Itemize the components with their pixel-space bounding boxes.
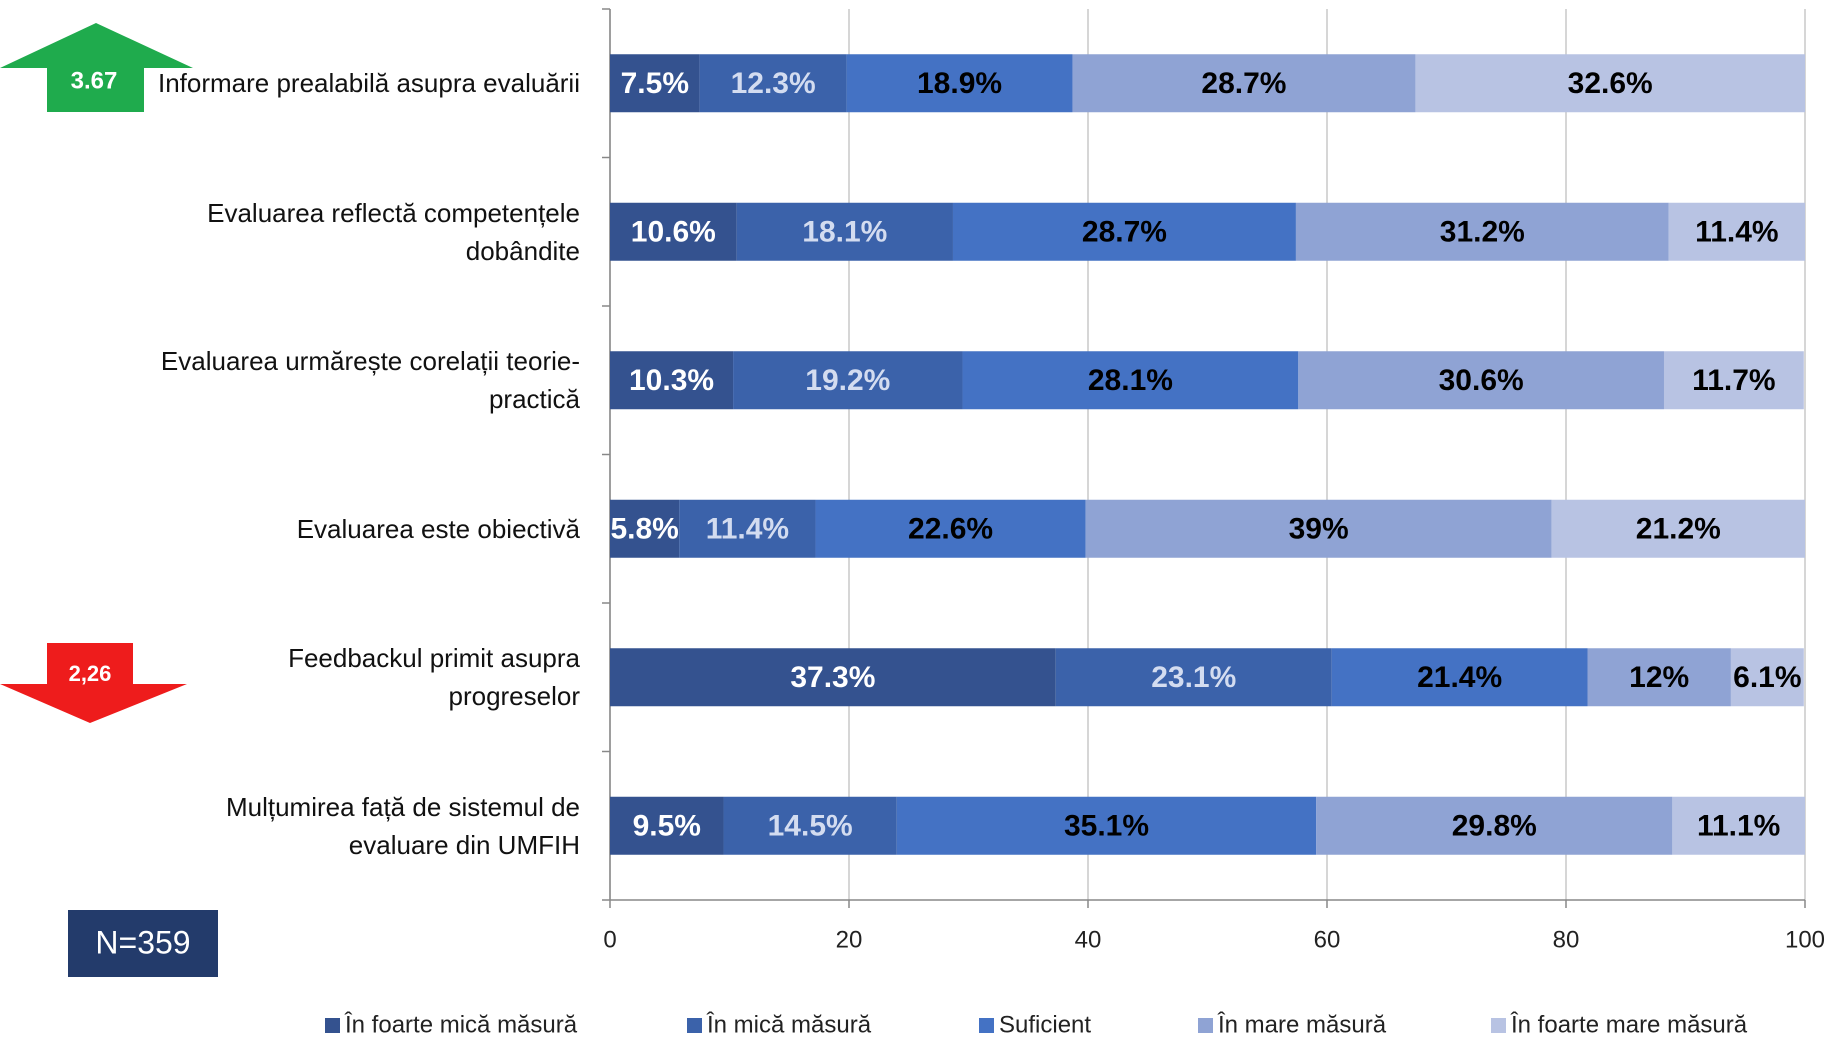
data-label: 7.5% — [621, 67, 689, 100]
data-label: 10.6% — [631, 216, 716, 249]
data-label: 11.1% — [1697, 810, 1780, 843]
legend-label: Suficient — [999, 1011, 1091, 1038]
bar-segment — [610, 351, 734, 410]
x-tick-label: 20 — [836, 926, 863, 953]
data-label: 29.8% — [1452, 810, 1537, 843]
bar-segment — [1298, 351, 1664, 410]
legend-label: În foarte mică măsură — [344, 1011, 578, 1038]
data-label: 28.7% — [1201, 67, 1286, 100]
data-label: 5.8% — [610, 513, 678, 546]
data-label: 28.7% — [1082, 216, 1167, 249]
x-tick-label: 80 — [1553, 926, 1580, 953]
bar-segment — [1072, 54, 1416, 113]
y-tick-label: Informare prealabilă asupra evaluării — [157, 68, 580, 99]
data-label: 30.6% — [1439, 364, 1524, 397]
x-tick-label: 100 — [1785, 926, 1825, 953]
legend-swatch — [1198, 1018, 1213, 1033]
bar-segment — [1672, 796, 1805, 855]
data-label: 14.5% — [768, 810, 853, 843]
data-label: 21.4% — [1417, 661, 1502, 694]
data-label: 35.1% — [1064, 810, 1149, 843]
data-label: 19.2% — [805, 364, 890, 397]
legend-swatch — [687, 1018, 702, 1033]
legend-swatch — [1491, 1018, 1506, 1033]
data-label: 37.3% — [790, 661, 875, 694]
bar-segment — [896, 796, 1317, 855]
data-label: 11.4% — [706, 513, 789, 546]
annotation: N=359 — [95, 924, 190, 960]
data-label: 22.6% — [908, 513, 993, 546]
y-tick-label: Mulțumirea față de sistemul de evaluare … — [225, 791, 580, 860]
data-label: 11.7% — [1692, 364, 1775, 397]
data-label: 31.2% — [1440, 216, 1525, 249]
x-tick-label: 60 — [1314, 926, 1341, 953]
data-label: 21.2% — [1636, 513, 1721, 546]
data-label: 12% — [1629, 661, 1689, 694]
bar-segment — [679, 499, 816, 558]
bar-segment — [723, 796, 897, 855]
bar-segment — [1331, 648, 1588, 707]
data-label: 32.6% — [1568, 67, 1653, 100]
legend-label: În mică măsură — [706, 1011, 872, 1038]
down-arrow — [0, 643, 187, 723]
bar-segment — [1587, 648, 1731, 707]
y-tick-label: Feedbackul primit asupra progreselor — [288, 643, 580, 712]
data-label: 6.1% — [1733, 661, 1801, 694]
bar-segment — [1668, 202, 1805, 261]
bar-segment — [1085, 499, 1552, 558]
bar-segment — [846, 54, 1073, 113]
y-tick-label: Evaluarea reflectă competențele dobândit… — [207, 197, 580, 266]
data-label: 23.1% — [1151, 661, 1236, 694]
bar-segment — [962, 351, 1299, 410]
x-tick-label: 0 — [603, 926, 616, 953]
data-label: 28.1% — [1088, 364, 1173, 397]
bar-segment — [815, 499, 1086, 558]
up-arrow — [0, 23, 193, 112]
bar-segment — [1730, 648, 1804, 707]
bar-segment — [1295, 202, 1669, 261]
data-label: 11.4% — [1695, 216, 1778, 249]
y-tick-label: Evaluarea urmărește corelații teorie-pra… — [160, 346, 580, 415]
bar-segment — [1663, 351, 1804, 410]
legend-label: În mare măsură — [1217, 1011, 1387, 1038]
legend-swatch — [979, 1018, 994, 1033]
bar-segment — [610, 54, 700, 113]
bar-segment — [1551, 499, 1805, 558]
annotation: 2,26 — [69, 661, 112, 686]
bar-segment — [699, 54, 847, 113]
bar-segment — [610, 202, 737, 261]
bar-segment — [952, 202, 1296, 261]
bar-segment — [1415, 54, 1805, 113]
legend-label: În foarte mare măsură — [1510, 1011, 1748, 1038]
data-label: 18.9% — [917, 67, 1002, 100]
y-tick-label: Evaluarea este obiectivă — [296, 513, 580, 544]
data-label: 39% — [1289, 513, 1349, 546]
data-label: 9.5% — [633, 810, 701, 843]
bar-segment — [1316, 796, 1673, 855]
bar-segment — [610, 648, 1056, 707]
bar-segment — [736, 202, 953, 261]
bar-segment — [610, 796, 724, 855]
data-label: 12.3% — [731, 67, 816, 100]
annotation: 3.67 — [71, 67, 118, 94]
data-label: 10.3% — [629, 364, 714, 397]
x-tick-label: 40 — [1075, 926, 1102, 953]
data-label: 18.1% — [802, 216, 887, 249]
bar-segment — [1055, 648, 1332, 707]
legend-swatch — [325, 1018, 340, 1033]
bar-segment — [610, 499, 680, 558]
n-box — [68, 910, 218, 977]
bar-segment — [733, 351, 963, 410]
